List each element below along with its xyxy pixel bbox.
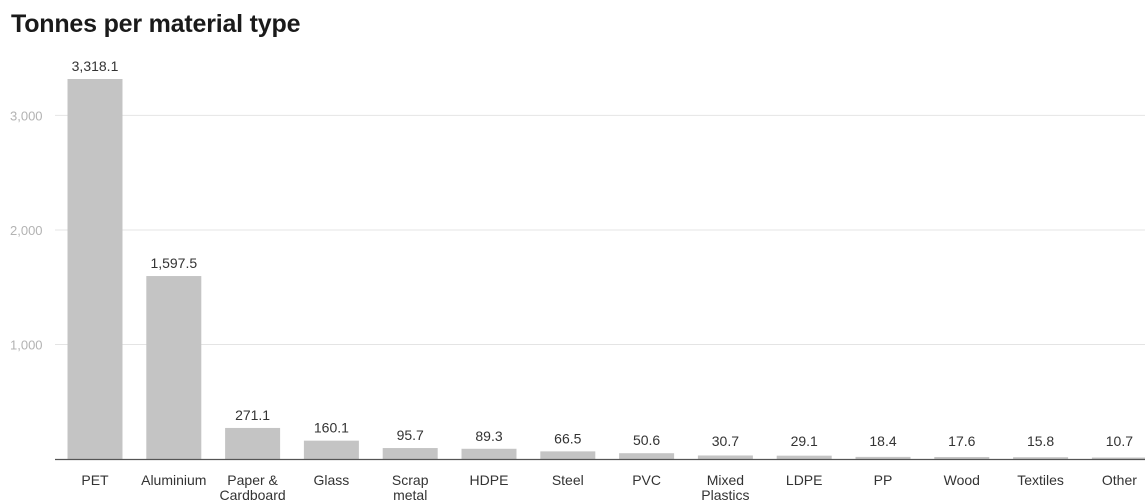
bar (619, 453, 675, 459)
x-tick-label: Mixed Plastics (701, 472, 749, 502)
bar (776, 455, 832, 459)
data-label: 15.8 (1027, 433, 1054, 449)
bar (67, 79, 123, 459)
bar (1013, 457, 1069, 459)
data-label: 3,318.1 (72, 58, 119, 74)
x-tick-label: Paper & Cardboard (220, 472, 286, 502)
bar (382, 448, 438, 459)
x-tick-label: Glass (314, 472, 350, 488)
bar (934, 456, 990, 459)
data-label: 30.7 (712, 433, 739, 449)
bars (67, 79, 1145, 459)
value-labels: 3,318.1 1,597.5 271.1 160.1 95.7 89.3 66.5 50.6… (72, 58, 1134, 449)
bar (1091, 457, 1145, 459)
gridlines (55, 114, 1145, 345)
data-label: 1,597.5 (150, 255, 197, 271)
data-label: 160.1 (314, 420, 349, 436)
x-tick-label: Scrap metal (392, 472, 429, 502)
data-label: 10.7 (1106, 433, 1133, 449)
x-tick-label: Steel (552, 472, 584, 488)
y-axis-ticks: 1,000 2,000 3,000 (10, 108, 43, 352)
category-labels: PET Aluminium Paper & Cardboard Glass Scrap me… (81, 472, 1137, 502)
bar (303, 440, 359, 459)
x-tick-label: PP (874, 472, 893, 488)
x-tick-label: LDPE (786, 472, 823, 488)
data-label: 89.3 (475, 428, 502, 444)
y-tick-label: 2,000 (10, 223, 43, 238)
bar (855, 456, 911, 459)
chart-title: Tonnes per material type (11, 10, 301, 38)
x-tick-label: Other (1102, 472, 1137, 488)
bar (225, 427, 281, 459)
bar (146, 276, 202, 459)
bar (697, 455, 753, 459)
x-tick-label: HDPE (470, 472, 509, 488)
bar (461, 448, 517, 459)
data-label: 271.1 (235, 407, 270, 423)
y-tick-label: 3,000 (10, 108, 43, 123)
data-label: 95.7 (397, 427, 424, 443)
data-label: 50.6 (633, 432, 660, 448)
x-tick-label: Textiles (1017, 472, 1064, 488)
x-tick-label: PET (81, 472, 109, 488)
x-tick-label: Aluminium (141, 472, 206, 488)
x-tick-label: PVC (632, 472, 661, 488)
data-label: 66.5 (554, 430, 581, 446)
bar (540, 451, 596, 459)
data-label: 18.4 (869, 433, 896, 449)
data-label: 17.6 (948, 433, 975, 449)
y-tick-label: 1,000 (10, 337, 43, 352)
x-tick-label: Wood (944, 472, 980, 488)
data-label: 29.1 (791, 433, 818, 449)
